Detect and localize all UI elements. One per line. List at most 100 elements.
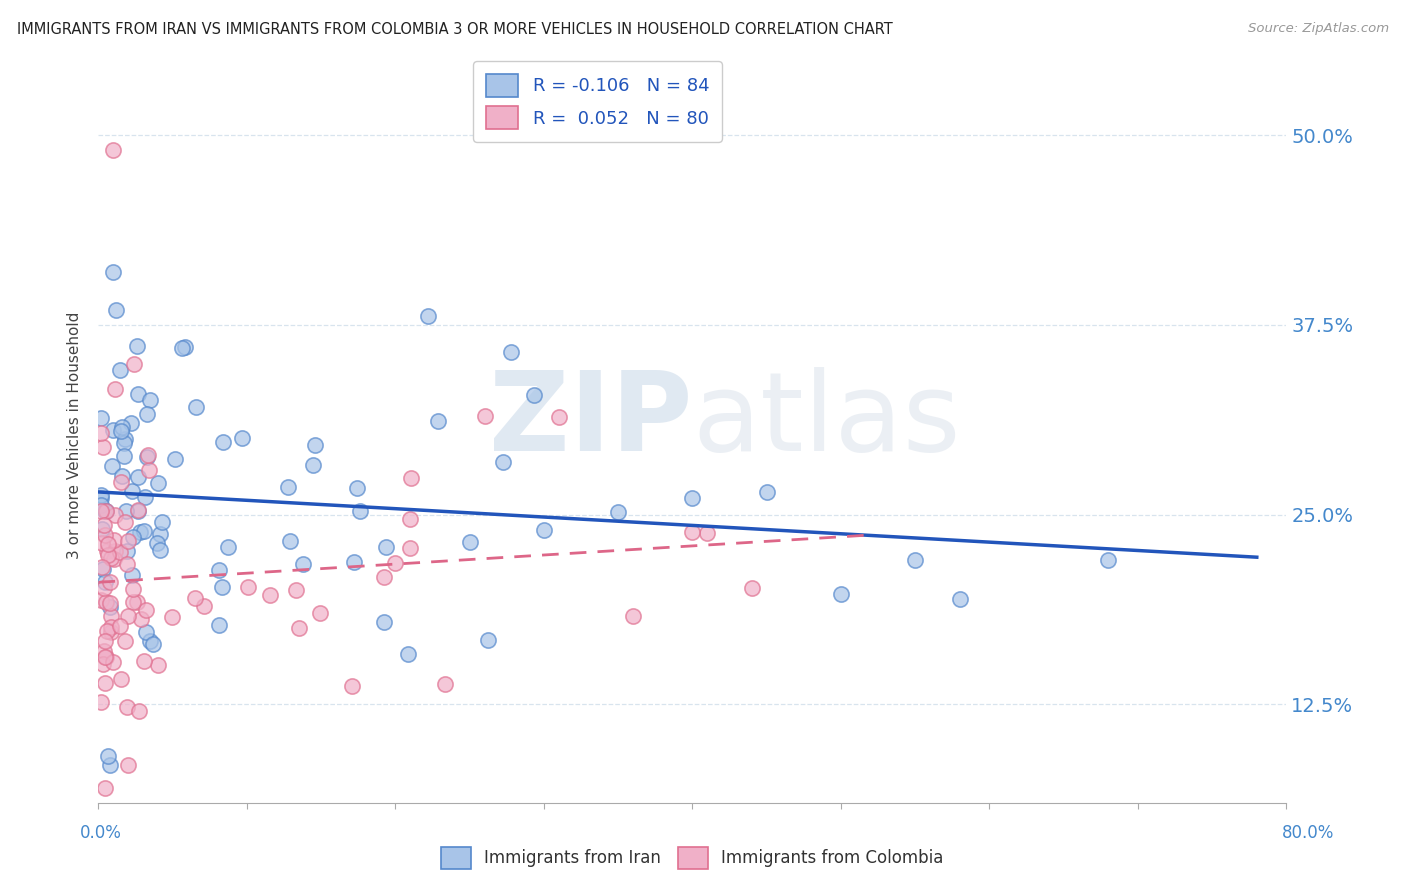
Point — [148, 476, 170, 491]
Point — [91, 536, 114, 550]
Point — [122, 357, 145, 371]
Text: atlas: atlas — [692, 367, 960, 474]
Point — [304, 438, 326, 452]
Point — [91, 441, 114, 455]
Point — [125, 339, 148, 353]
Point — [398, 541, 420, 555]
Point — [547, 410, 569, 425]
Point — [125, 595, 148, 609]
Point — [103, 265, 125, 279]
Point — [292, 557, 315, 571]
Point — [277, 481, 299, 495]
Point — [301, 458, 323, 473]
Y-axis label: 3 or more Vehicles in Household: 3 or more Vehicles in Household — [67, 311, 83, 558]
Point — [104, 382, 127, 396]
Point — [138, 392, 160, 407]
Point — [90, 498, 112, 512]
Point — [110, 672, 132, 686]
Point — [98, 600, 121, 615]
Point — [163, 451, 186, 466]
Point — [288, 621, 311, 635]
Point — [98, 757, 121, 772]
Point — [149, 526, 172, 541]
Point — [96, 544, 118, 558]
Point — [94, 650, 117, 665]
Point — [93, 518, 115, 533]
Point — [384, 556, 406, 570]
Point — [100, 608, 122, 623]
Point — [621, 608, 644, 623]
Point — [96, 595, 118, 609]
Point — [129, 524, 152, 539]
Point — [1097, 553, 1119, 567]
Point — [114, 432, 136, 446]
Point — [741, 581, 763, 595]
Text: IMMIGRANTS FROM IRAN VS IMMIGRANTS FROM COLOMBIA 3 OR MORE VEHICLES IN HOUSEHOLD: IMMIGRANTS FROM IRAN VS IMMIGRANTS FROM … — [17, 22, 893, 37]
Point — [132, 654, 155, 668]
Point — [150, 516, 173, 530]
Point — [90, 504, 112, 518]
Point — [426, 414, 449, 428]
Point — [103, 533, 125, 547]
Point — [94, 675, 117, 690]
Point — [117, 699, 139, 714]
Point — [94, 575, 117, 590]
Point — [120, 417, 142, 431]
Point — [94, 527, 117, 541]
Point — [90, 426, 112, 441]
Point — [97, 749, 120, 764]
Point — [135, 602, 157, 616]
Point — [90, 560, 112, 574]
Point — [374, 540, 396, 554]
Point — [238, 580, 260, 594]
Point — [949, 592, 972, 607]
Point — [474, 409, 496, 423]
Point — [112, 449, 135, 463]
Point — [349, 503, 371, 517]
Point — [127, 503, 149, 517]
Point — [117, 533, 139, 548]
Point — [90, 696, 112, 710]
Point — [134, 524, 156, 538]
Point — [94, 780, 117, 795]
Point — [101, 423, 124, 437]
Point — [186, 400, 208, 414]
Point — [607, 505, 630, 519]
Point — [111, 419, 134, 434]
Point — [108, 363, 131, 377]
Point — [121, 582, 143, 596]
Point — [211, 580, 233, 594]
Point — [340, 679, 363, 693]
Point — [284, 582, 307, 597]
Point — [94, 504, 117, 518]
Point — [477, 633, 499, 648]
Point — [396, 647, 419, 661]
Point — [138, 633, 160, 648]
Point — [434, 676, 457, 690]
Point — [184, 591, 207, 606]
Point — [104, 508, 127, 522]
Point — [373, 615, 395, 629]
Point — [127, 386, 149, 401]
Point — [117, 757, 139, 772]
Point — [138, 463, 160, 477]
Point — [136, 450, 159, 465]
Point — [103, 144, 125, 158]
Point — [110, 619, 132, 633]
Point — [523, 388, 546, 402]
Point — [91, 657, 114, 672]
Point — [146, 658, 169, 673]
Point — [91, 523, 114, 537]
Point — [94, 504, 117, 518]
Point — [259, 588, 281, 602]
Point — [373, 570, 395, 584]
Point — [129, 612, 152, 626]
Text: 0.0%: 0.0% — [80, 824, 122, 842]
Point — [97, 548, 120, 562]
Point — [145, 535, 167, 549]
Point — [217, 540, 239, 554]
Point — [135, 624, 157, 639]
Point — [110, 475, 132, 490]
Text: Source: ZipAtlas.com: Source: ZipAtlas.com — [1249, 22, 1389, 36]
Point — [401, 471, 423, 485]
